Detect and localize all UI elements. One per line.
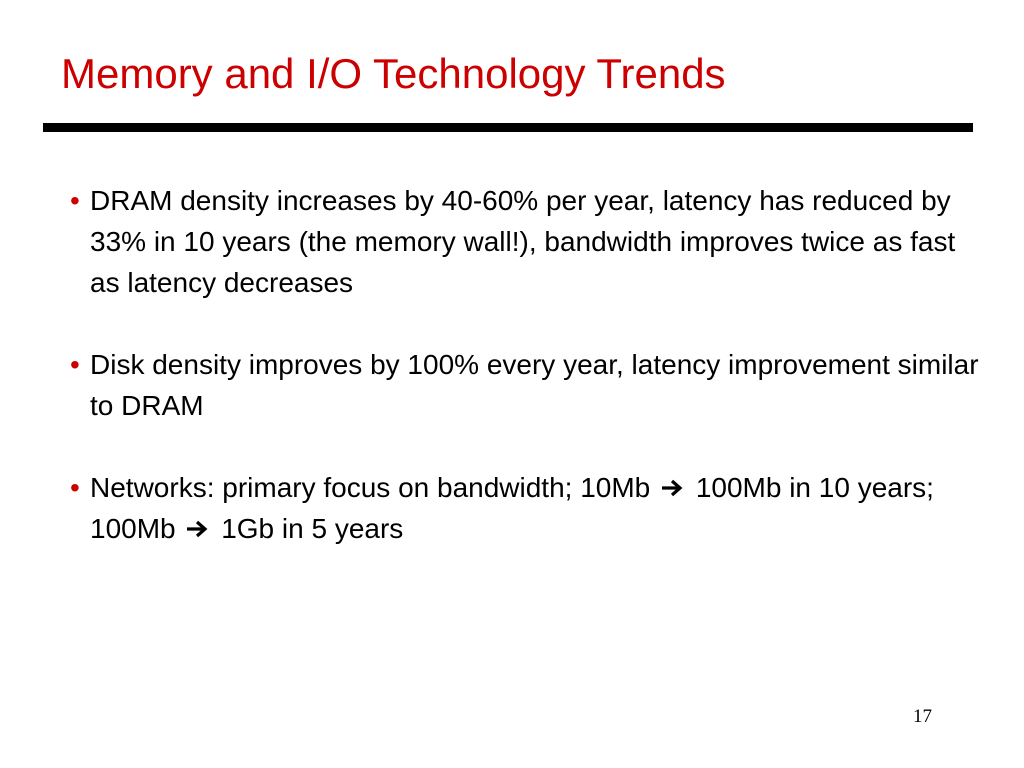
bullet-marker: • [70,349,80,380]
slide-title: Memory and I/O Technology Trends [61,50,726,97]
bullet-text-networks-part2: 100Mb in 10 years; 100Mb [90,472,934,544]
bullet-item-dram: • DRAM density increases by 40-60% per y… [70,180,990,303]
bullet-marker: • [70,472,80,503]
bullet-text-disk: Disk density improves by 100% every year… [90,349,979,421]
bullet-text-networks-part1: Networks: primary focus on bandwidth; 10… [90,472,651,503]
right-arrow-icon [662,479,683,497]
bullet-marker: • [70,185,80,216]
title-underline-rule [43,123,973,132]
bullet-text-dram: DRAM density increases by 40-60% per yea… [90,185,956,298]
right-arrow-icon [187,520,208,538]
bullet-text-networks-part3: 1Gb in 5 years [221,513,404,544]
bullet-item-disk: • Disk density improves by 100% every ye… [70,344,990,426]
slide-number: 17 [913,706,932,727]
bullet-list: • DRAM density increases by 40-60% per y… [70,180,990,549]
bullet-item-networks: • Networks: primary focus on bandwidth; … [70,467,990,549]
